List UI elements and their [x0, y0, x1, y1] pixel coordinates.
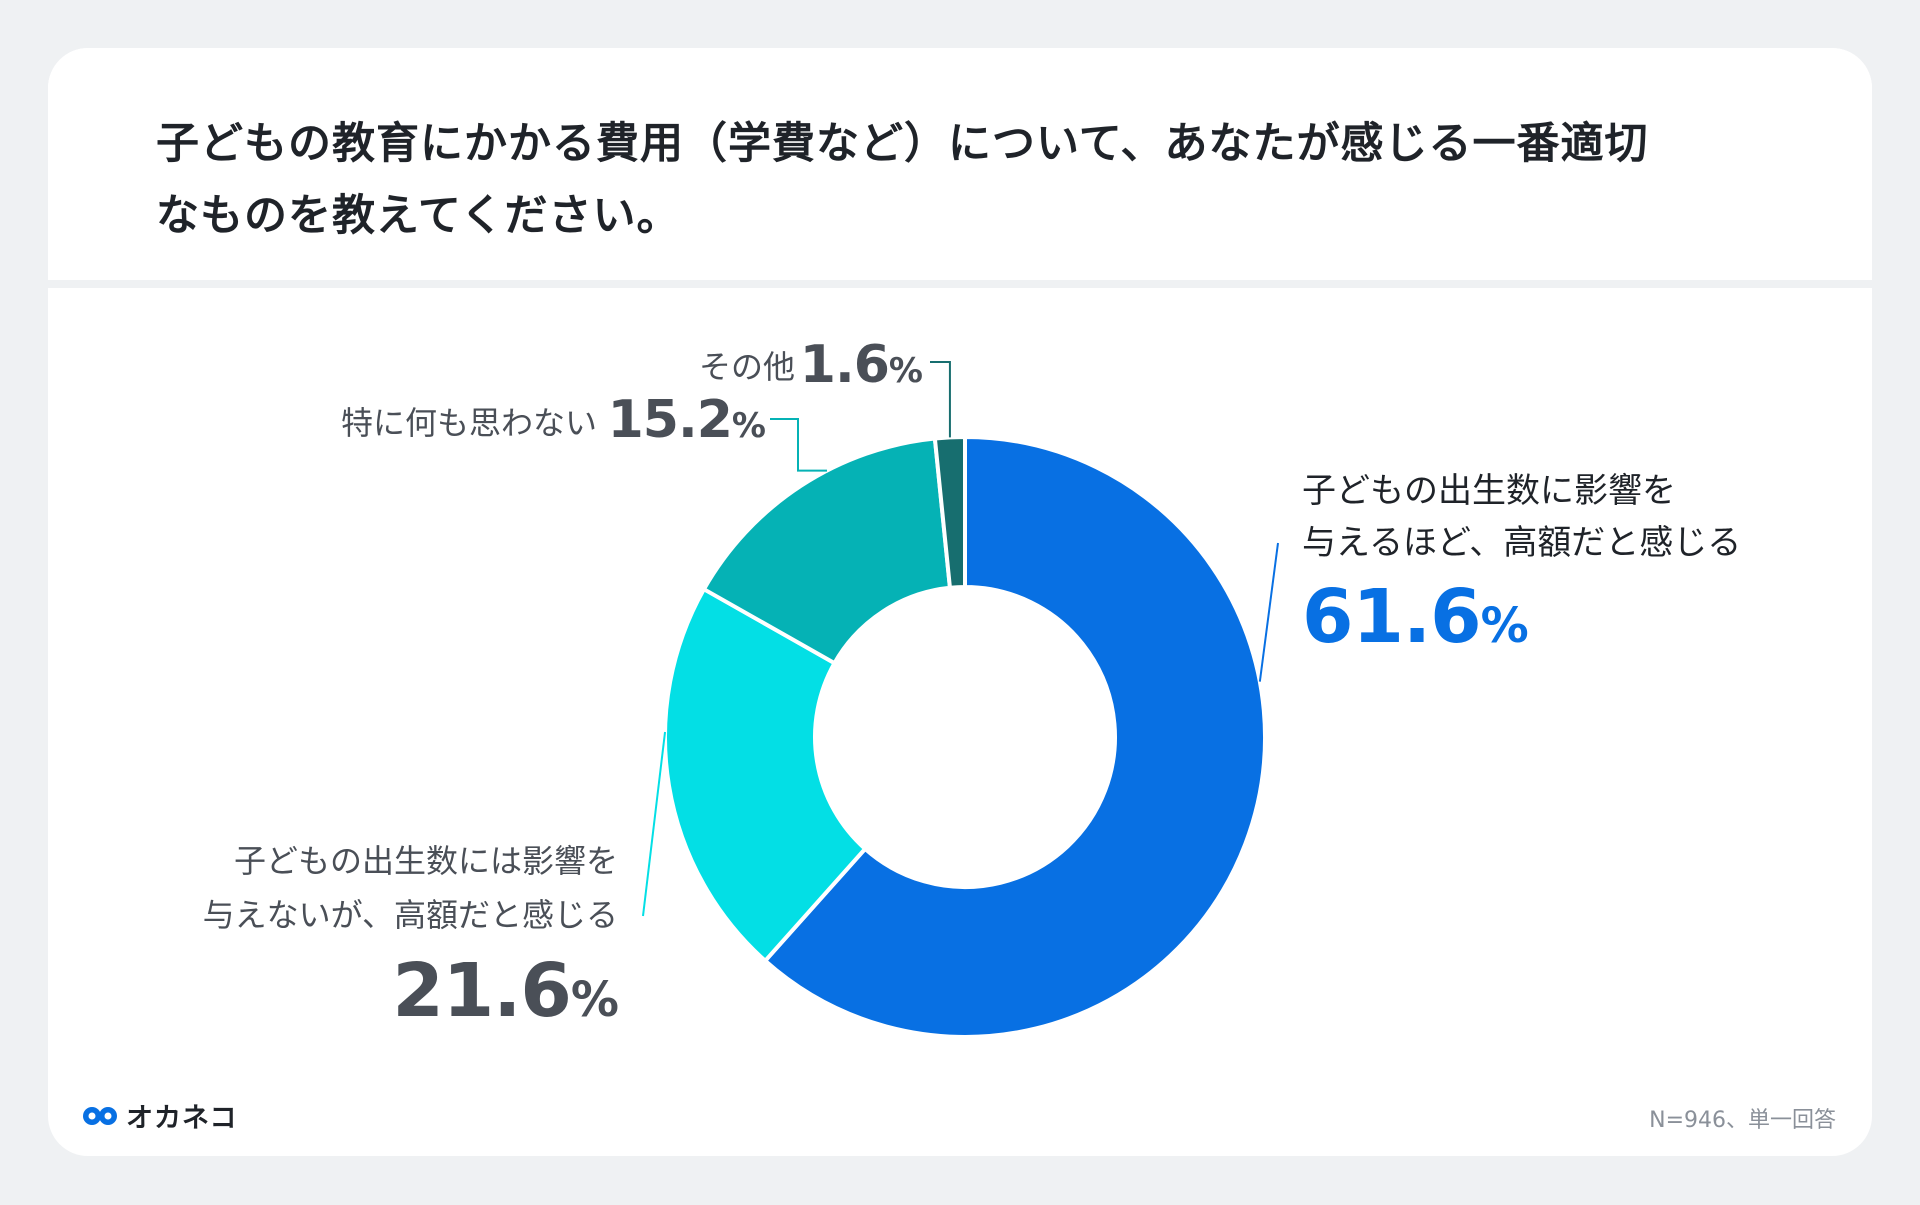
leader-line-3 — [930, 361, 951, 438]
slice-label-2: 特に何も思わない — [341, 404, 597, 442]
slice-value-2: 15.2% — [608, 390, 765, 450]
header: 子どもの教育にかかる費用（学費など）について、あなたが感じる一番適切 なものを教… — [48, 48, 1872, 280]
slice-value-1: 21.6% — [392, 948, 618, 1034]
leader-line-0 — [1258, 542, 1279, 682]
leader-line-2 — [770, 418, 827, 472]
donut-slice-0 — [763, 435, 1267, 1039]
logo-text: オカネコ — [126, 1103, 238, 1134]
brand-logo: オカネコ — [82, 1096, 237, 1135]
donut-slice-3 — [932, 435, 967, 590]
slice-label-1-line-1: 子どもの出生数には影響を — [234, 842, 618, 880]
leader-line-1 — [642, 731, 667, 917]
header-divider — [48, 280, 1872, 288]
slice-value-0: 61.6% — [1302, 574, 1528, 660]
chart-title: 子どもの教育にかかる費用（学費など）について、あなたが感じる一番適切 なものを教… — [156, 108, 1756, 252]
sample-size-note: N=946、単一回答 — [1649, 1108, 1836, 1133]
slice-value-3: 1.6% — [800, 335, 922, 395]
title-line-1: 子どもの教育にかかる費用（学費など）について、あなたが感じる一番適切 — [156, 119, 1649, 169]
okaneko-logo-icon — [83, 1106, 117, 1125]
donut-slice-1 — [663, 587, 868, 963]
title-line-2: なものを教えてください。 — [156, 191, 681, 241]
donut-slice-2 — [701, 436, 952, 666]
slice-label-1-line-2: 与えないが、高額だと感じる — [203, 896, 618, 934]
slice-label-0-line-2: 与えるほど、高額だと感じる — [1302, 523, 1741, 563]
slice-label-3: その他 — [699, 348, 795, 386]
slice-label-0-line-1: 子どもの出生数に影響を — [1302, 471, 1676, 511]
